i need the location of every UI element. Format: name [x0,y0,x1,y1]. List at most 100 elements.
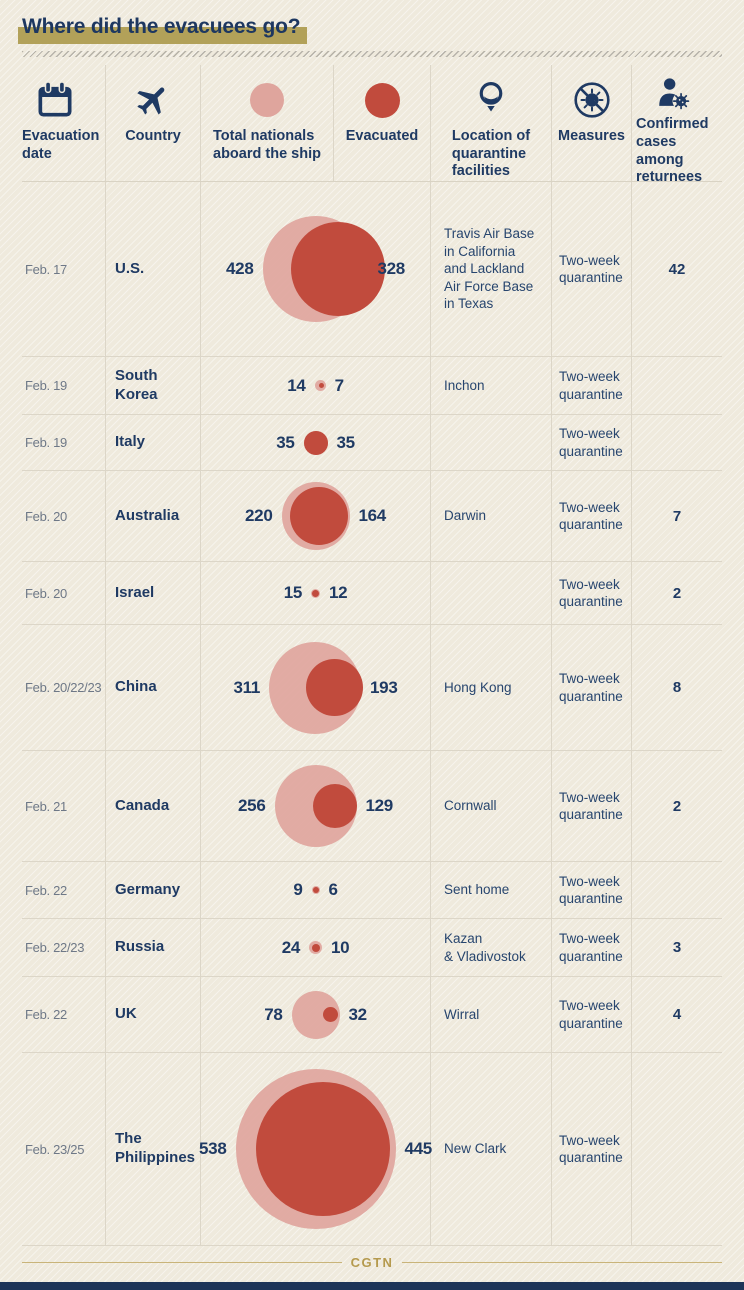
total-aboard-value: 311 [233,677,261,697]
quarantine-location: Kazan & Vladivostok [430,919,551,977]
evacuated-circle [303,430,328,455]
hatched-divider [22,51,722,58]
evacuation-date: Feb. 22/23 [25,940,85,956]
country-name: Australia [105,471,200,562]
evacuated-circle [306,659,364,717]
dark-circle-icon [364,75,400,125]
confirmed-cases-value: 2 [631,751,722,862]
measures-text: Two-week quarantine [551,751,631,862]
evacuation-date: Feb. 22 [25,1007,67,1023]
footer-rule-right [402,1262,722,1263]
quarantine-location [430,415,551,471]
confirmed-cases-value [631,862,722,919]
light-circle-icon [250,75,284,125]
evacuation-bubble-chart: 256 129 [200,751,430,862]
evacuation-bubble-chart: 14 7 [200,357,430,415]
bubble-pair [311,886,320,895]
bubble-pair [311,588,320,598]
confirmed-cases-value: 8 [631,625,722,751]
column-label: Evacuation date [22,128,100,162]
total-aboard-value: 35 [276,432,295,452]
country-name: The Philippines [105,1053,200,1246]
evacuation-bubble-chart: 538 445 [199,1053,432,1246]
total-aboard-value: 428 [226,259,254,279]
total-aboard-value: 24 [281,937,301,957]
evacuated-value: 32 [348,1004,368,1024]
quarantine-location: Inchon [430,357,551,415]
evacuation-date: Feb. 17 [25,261,67,277]
evacuated-value: 10 [331,937,350,957]
evacuation-date: Feb. 19 [25,378,67,394]
table-header: Evacuation date Country Total nationals … [22,65,722,185]
quarantine-location: Darwin [430,471,551,562]
country-name: Germany [105,862,200,919]
bubble-pair [274,765,357,848]
column-label: Confirmed cases among returnees [636,116,709,186]
evacuated-value: 193 [370,677,398,697]
evacuation-date: Feb. 22 [25,882,67,898]
measures-text: Two-week quarantine [551,415,631,471]
evacuation-bubble-chart: 220 164 [200,471,430,562]
column-label: Location of quarantine facilities [451,128,531,180]
table-row: Feb. 22/23 Russia 24 10 Kazan & Vladivos… [22,919,722,978]
measures-text: Two-week quarantine [551,471,631,562]
column-label: Evacuated [345,128,419,145]
total-aboard-value: 9 [293,880,303,900]
column-header-total-nationals: Total nationals aboard the ship [200,65,333,182]
bubble-pair [314,380,326,392]
evacuated-circle [312,784,357,829]
country-name: Israel [105,562,200,625]
person-virus-icon [654,75,692,113]
evacuation-bubble-chart: 78 32 [200,977,430,1053]
footer: CGTN [22,1255,722,1270]
bubble-pair [281,482,350,551]
evacuation-bubble-chart: 9 6 [200,862,430,919]
location-pin-icon [475,75,507,125]
evacuation-date: Feb. 20 [25,508,67,524]
country-name: Italy [105,415,200,471]
column-header-quarantine-location: Location of quarantine facilities [430,65,551,182]
page-title: Where did the evacuees go? [18,15,308,45]
country-name: South Korea [105,357,200,415]
bubble-pair [309,941,322,955]
measures-text: Two-week quarantine [551,562,631,625]
column-header-confirmed-cases: Confirmed cases among returnees [631,65,722,185]
table-row: Feb. 20 Israel 15 12 Two-week quarantine… [22,562,722,626]
measures-text: Two-week quarantine [551,182,631,357]
column-header-measures: Measures [551,65,631,182]
evacuated-value: 6 [328,880,338,900]
confirmed-cases-value [631,1053,722,1246]
table-row: Feb. 20/22/23 China 311 193 Hong Kong Tw… [22,625,722,752]
evacuated-value: 328 [377,259,406,279]
country-name: UK [105,977,200,1053]
country-name: U.S. [105,182,200,357]
measures-text: Two-week quarantine [551,625,631,751]
table-row: Feb. 20 Australia 220 164 Darwin Two-wee… [22,471,722,563]
table-body: Feb. 17 U.S. 428 328 Travis Air Base in … [22,182,722,1247]
measures-text: Two-week quarantine [551,977,631,1053]
confirmed-cases-value: 2 [631,562,722,625]
column-label: Country [125,128,181,145]
title-bar: Where did the evacuees go? [0,0,744,45]
evacuation-date: Feb. 20/22/23 [25,680,102,696]
plane-icon [134,75,172,125]
table-row: Feb. 19 Italy 35 35 Two-week quarantine [22,415,722,472]
total-aboard-value: 78 [264,1004,283,1024]
table-row: Feb. 22 UK 78 32 Wirral Two-week quarant… [22,977,722,1054]
evacuation-bubble-chart: 428 328 [200,182,430,357]
bubble-pair [291,990,340,1039]
column-header-country: Country [105,65,200,182]
measures-text: Two-week quarantine [551,862,631,919]
bubble-pair [269,641,364,734]
evacuation-date: Feb. 23/25 [25,1141,85,1157]
column-header-evacuated: Evacuated [333,65,430,182]
evacuated-circle [322,1007,338,1023]
evacuation-bubble-chart: 35 35 [200,415,430,471]
country-name: Russia [105,919,200,977]
measures-text: Two-week quarantine [551,919,631,977]
quarantine-location [430,562,551,625]
quarantine-location: New Clark [430,1053,551,1246]
evacuation-bubble-chart: 15 12 [200,562,430,625]
column-header-evacuation-date: Evacuation date [22,65,105,181]
